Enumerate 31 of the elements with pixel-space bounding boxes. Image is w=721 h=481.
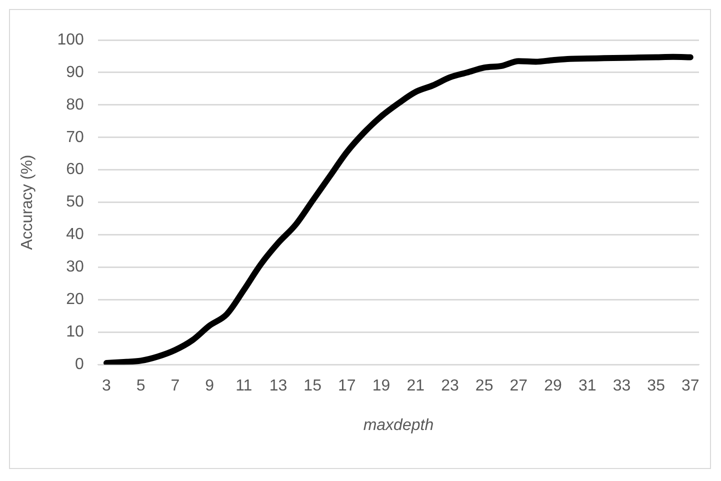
- x-tick-label: 15: [304, 378, 322, 395]
- x-axis-title: maxdepth: [363, 416, 434, 434]
- x-tick-label: 11: [236, 378, 252, 395]
- x-tick-label: 27: [510, 378, 528, 395]
- y-tick-label: 10: [66, 324, 84, 341]
- x-tick-label: 25: [475, 378, 494, 395]
- x-tick-label: 13: [269, 378, 288, 395]
- x-tick-label: 35: [647, 378, 666, 395]
- y-tick-label: 100: [57, 31, 84, 48]
- y-tick-label: 60: [66, 161, 84, 178]
- x-tick-label: 33: [612, 378, 631, 395]
- x-tick-label: 7: [170, 378, 180, 395]
- x-tick-label: 3: [102, 378, 112, 395]
- x-tick-label: 37: [682, 378, 700, 395]
- y-tick-label: 70: [66, 128, 84, 146]
- x-tick-label: 29: [544, 378, 562, 395]
- x-tick-label: 5: [136, 378, 146, 395]
- y-tick-label: 0: [74, 356, 84, 374]
- x-tick-label: 23: [441, 378, 459, 395]
- x-tick-label: 31: [578, 378, 596, 395]
- x-tick-label: 19: [372, 378, 390, 395]
- x-tick-label: 21: [406, 378, 425, 395]
- x-tick-label: 9: [205, 378, 214, 395]
- y-tick-label: 20: [66, 291, 84, 308]
- y-tick-label: 50: [66, 194, 84, 211]
- y-tick-label: 80: [66, 96, 84, 114]
- y-tick-label: 40: [66, 226, 84, 244]
- y-tick-label: 90: [66, 64, 84, 81]
- x-tick-label: 17: [338, 378, 356, 395]
- y-tick-label: 30: [66, 258, 84, 276]
- y-axis-title: Accuracy (%): [19, 154, 36, 250]
